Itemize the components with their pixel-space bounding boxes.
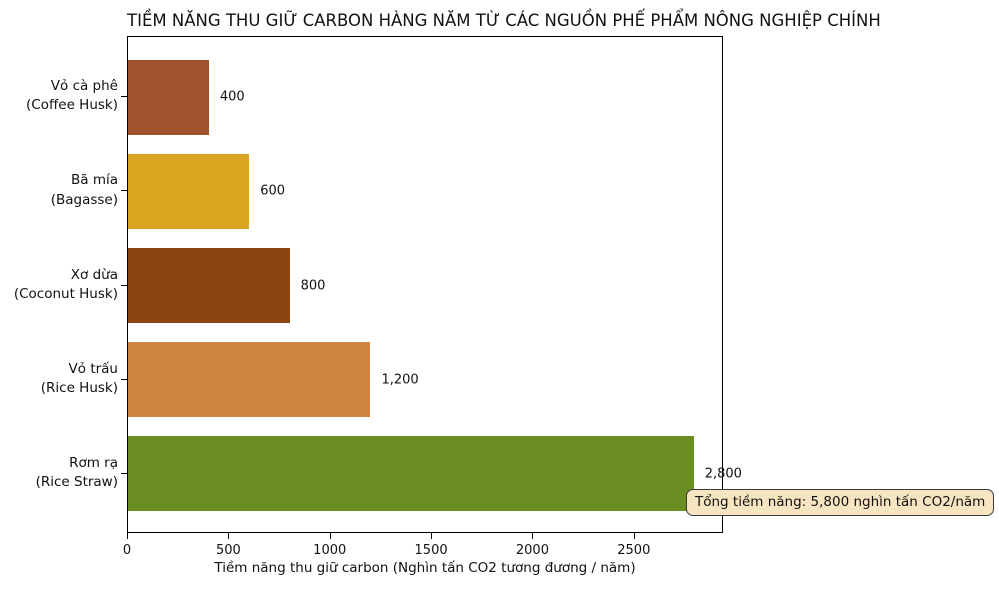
total-annotation: Tổng tiềm năng: 5,800 nghìn tấn CO2/năm [686,489,995,516]
x-tick-label: 500 [215,543,241,558]
x-tick-label: 0 [122,543,132,558]
x-tick [633,533,635,539]
x-tick [329,533,331,539]
y-tick [121,284,127,286]
x-tick-label: 2000 [515,543,549,558]
y-category-label: Xơ dừa (Coconut Husk) [13,266,118,302]
y-tick [121,378,127,380]
y-tick [121,96,127,98]
plot-area: 400 600 800 1,200 2,800 [127,36,742,533]
y-category-label: Vỏ cà phê (Coffee Husk) [26,78,118,114]
x-tick [532,533,534,539]
x-axis-label: Tiềm năng thu giữ carbon (Nghìn tấn CO2 … [214,560,636,576]
bar-3 [128,342,371,418]
y-category-label: Rơm rạ (Rice Straw) [35,454,118,490]
bar-value-label: 1,200 [381,372,419,388]
x-tick-label: 1500 [414,543,448,558]
chart-title: TIỀM NĂNG THU GIỮ CARBON HÀNG NĂM TỪ CÁC… [127,11,881,30]
y-tick [121,190,127,192]
bar-value-label: 400 [219,89,245,105]
bar-0 [128,59,209,135]
x-tick [127,533,128,539]
bar-2 [128,248,290,323]
bar-value-label: 800 [300,278,326,293]
y-tick [121,472,127,474]
x-tick [228,533,230,539]
bar-value-label: 2,800 [704,466,742,482]
bar-4 [128,436,694,512]
x-tick-label: 2500 [617,543,651,558]
bar-value-label: 600 [260,183,286,199]
y-category-label: Bã mía (Bagasse) [50,172,118,208]
x-tick-label: 1000 [313,543,347,558]
bar-1 [128,153,250,229]
x-tick [431,533,433,539]
y-category-label: Vỏ trấu (Rice Husk) [40,360,118,396]
